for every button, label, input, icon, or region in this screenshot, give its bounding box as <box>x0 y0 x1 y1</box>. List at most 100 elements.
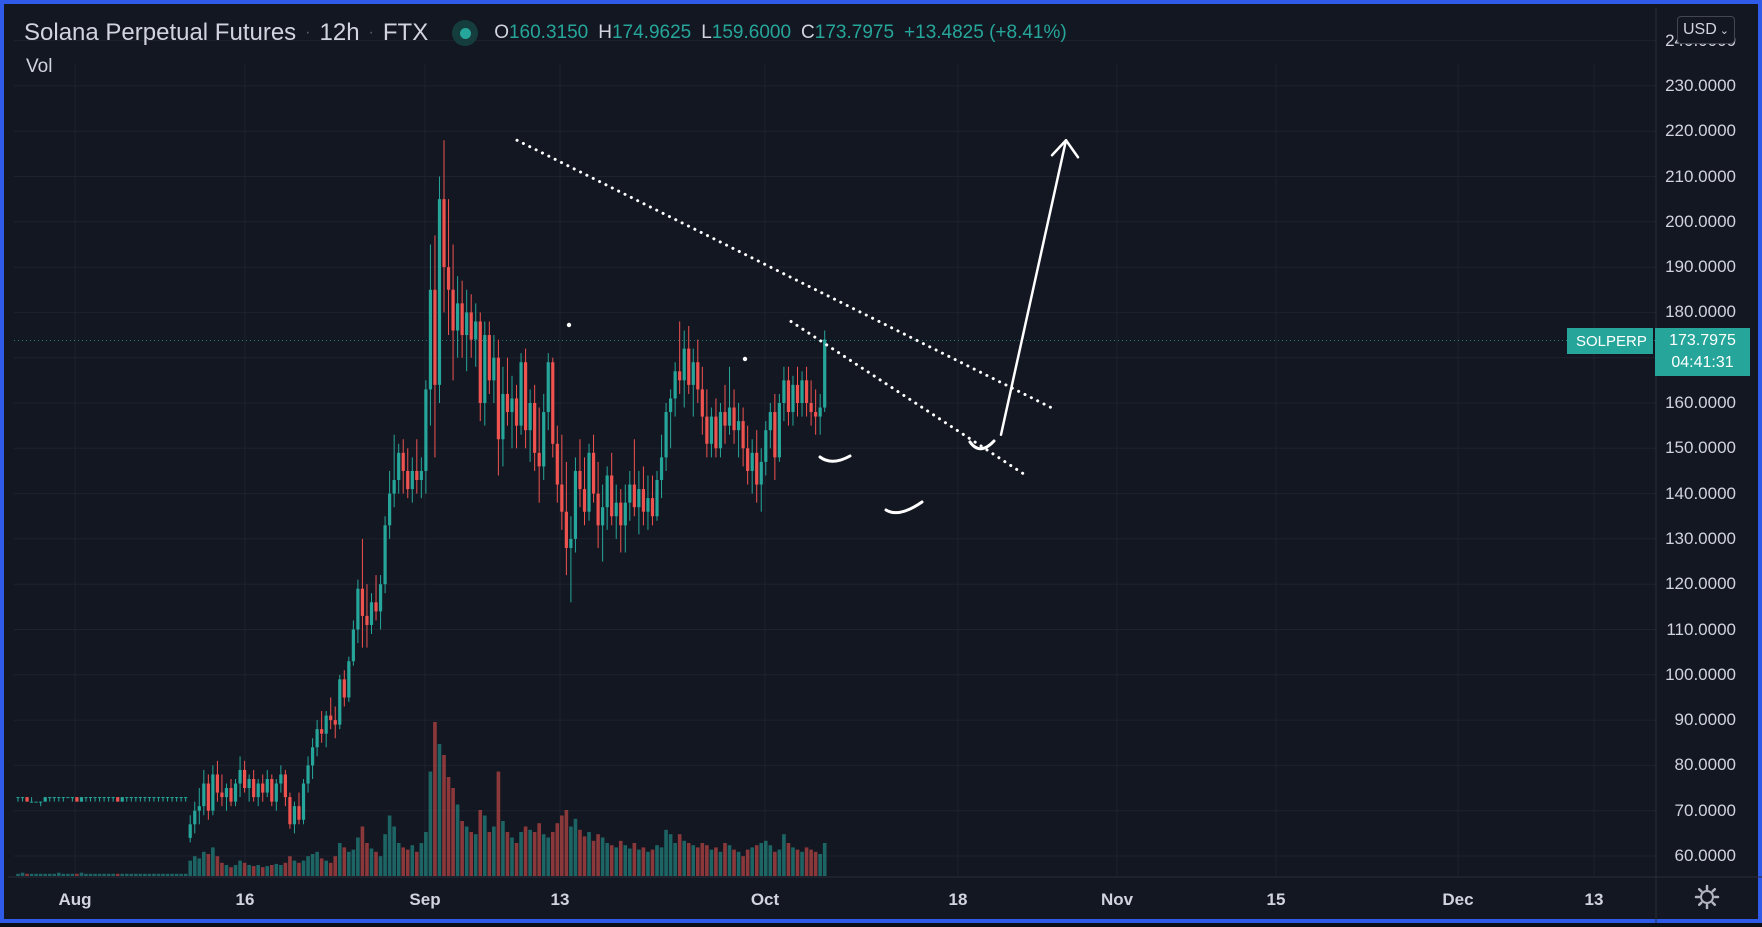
chevron-down-icon: ⌄ <box>1719 24 1729 37</box>
interval-label[interactable]: 12h <box>319 19 360 46</box>
market-status-icon[interactable] <box>452 20 479 46</box>
bar-countdown: 04:41:31 <box>1671 354 1734 371</box>
volume-bar <box>310 854 315 876</box>
candle-body <box>48 797 52 799</box>
candle-body <box>691 362 695 385</box>
volume-bar <box>523 826 528 876</box>
candle-body <box>243 769 247 789</box>
candle-body <box>29 801 34 803</box>
volume-bar <box>396 843 401 876</box>
candle-body <box>768 412 772 431</box>
candle-body <box>428 289 433 390</box>
volume-bar <box>437 744 442 876</box>
volume-bar <box>383 834 387 876</box>
volume-bar <box>587 832 591 876</box>
chart-canvas[interactable] <box>4 4 1762 927</box>
candle-body <box>542 412 546 467</box>
candle-body <box>755 452 759 485</box>
volume-bar <box>256 865 260 876</box>
candle-body <box>16 797 20 799</box>
candle-body <box>492 357 496 381</box>
volume-bar <box>324 860 328 876</box>
candle-body <box>152 797 156 799</box>
candle-body <box>582 489 587 512</box>
candle-body <box>25 797 29 802</box>
volume-bar <box>510 837 514 876</box>
candle-body <box>501 393 505 440</box>
volume-bar <box>532 832 537 876</box>
candle-body <box>727 407 732 426</box>
candle-body <box>709 416 713 444</box>
volume-bar <box>410 845 415 876</box>
volume-bar <box>242 862 247 876</box>
candle-body <box>732 407 736 431</box>
volume-bar <box>609 845 614 876</box>
candle-body <box>415 470 419 481</box>
volume-bar <box>546 837 551 876</box>
candle-body <box>628 484 632 503</box>
gear-icon[interactable] <box>1694 884 1720 910</box>
volume-bar <box>283 862 288 876</box>
exchange-label: FTX <box>382 19 429 46</box>
volume-bar <box>569 826 573 876</box>
candle-body <box>410 470 414 490</box>
volume-bar <box>800 851 804 876</box>
candle-body <box>437 199 442 385</box>
volume-bar <box>564 810 569 876</box>
candle-body <box>564 511 568 548</box>
symbol-price-tag: SOLPERP <box>1567 328 1653 354</box>
volume-bar <box>260 867 265 876</box>
candle-body <box>782 380 786 403</box>
volume-bar <box>618 840 623 876</box>
candle-body <box>519 362 523 426</box>
volume-bar <box>677 834 682 876</box>
candle-body <box>120 797 124 802</box>
volume-bar <box>88 873 93 876</box>
volume-bar <box>673 843 677 876</box>
candle-body <box>401 452 405 471</box>
volume-bar <box>319 858 324 876</box>
price-axis-label: 230.0000 <box>1665 75 1736 95</box>
candle-body <box>61 797 65 799</box>
volume-bar <box>392 826 396 876</box>
volume-bar <box>668 834 673 876</box>
candle-body <box>342 679 346 698</box>
candle-body <box>533 403 537 453</box>
candle-body <box>587 452 591 512</box>
volume-bar <box>433 722 437 876</box>
candle-body <box>333 720 337 725</box>
curve-mark <box>818 454 852 463</box>
candle-body <box>125 797 129 799</box>
volume-bar <box>791 847 795 876</box>
volume-label[interactable]: Vol <box>26 56 53 77</box>
price-axis-label: 200.0000 <box>1665 211 1736 231</box>
volume-bar <box>514 843 519 876</box>
volume-bar <box>115 873 120 876</box>
candle-body <box>514 398 519 426</box>
candle-body <box>442 199 446 268</box>
symbol-title[interactable]: Solana Perpetual Futures <box>24 19 297 46</box>
candle-body <box>664 412 668 458</box>
candle-body <box>88 797 93 799</box>
currency-selector[interactable]: USD ⌄ <box>1677 16 1735 44</box>
volume-bar <box>56 872 61 876</box>
candle-body <box>800 380 804 403</box>
volume-bar <box>487 832 492 876</box>
candle-body <box>206 783 210 811</box>
candle-body <box>601 507 605 526</box>
candle-body <box>270 778 274 802</box>
candle-body <box>378 584 383 612</box>
projection-arrow <box>999 139 1068 436</box>
volume-bar <box>138 873 143 876</box>
volume-bar <box>61 873 66 876</box>
price-axis-label: 150.0000 <box>1665 438 1736 458</box>
volume-bar <box>496 771 501 876</box>
candle-body <box>764 430 768 462</box>
volume-bar <box>34 873 38 876</box>
volume-bar <box>197 858 202 876</box>
candle-body <box>460 303 464 336</box>
candle-body <box>456 303 460 331</box>
price-axis-label: 60.0000 <box>1674 846 1736 865</box>
volume-bar <box>365 843 369 876</box>
volume-bar <box>29 873 34 876</box>
